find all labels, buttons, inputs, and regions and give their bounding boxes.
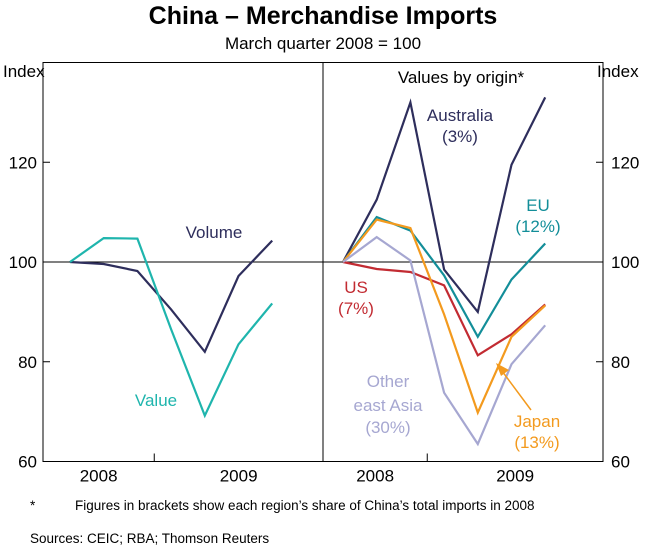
right-x-tick-label-2008: 2008 bbox=[356, 467, 394, 486]
right-y-tick-label: 60 bbox=[611, 453, 630, 472]
label-japan: Japan bbox=[514, 412, 560, 431]
label-japan-share: (13%) bbox=[514, 433, 559, 452]
right-y-tick-label: 80 bbox=[611, 353, 630, 372]
series-line-other-east-asia bbox=[342, 235, 547, 447]
right-y-tick-label: 100 bbox=[611, 253, 639, 272]
japan-pointer-line bbox=[501, 370, 532, 411]
left-y-tick-label: 100 bbox=[9, 253, 37, 272]
left-y-tick-label: 120 bbox=[9, 153, 37, 172]
label-eu: EU bbox=[526, 196, 550, 215]
label-us: US bbox=[344, 278, 368, 297]
japan-pointer-arrowhead bbox=[496, 363, 509, 376]
label-other-east-asia-line1: Other bbox=[367, 372, 410, 391]
series-line-volume bbox=[69, 239, 273, 354]
label-australia-share: (3%) bbox=[442, 127, 478, 146]
label-other-east-asia-line2: east Asia bbox=[354, 396, 424, 415]
left-x-tick-label-2008: 2008 bbox=[80, 467, 118, 486]
left-y-tick-label: 80 bbox=[18, 353, 37, 372]
label-other-east-asia-share: (30%) bbox=[365, 418, 410, 437]
left-axis-unit: Index bbox=[3, 62, 45, 81]
right-x-tick-label-2009: 2009 bbox=[496, 467, 534, 486]
left-y-tick-label: 60 bbox=[18, 453, 37, 472]
series-line-japan bbox=[342, 218, 546, 416]
label-us-share: (7%) bbox=[338, 299, 374, 318]
chart-title: China – Merchandise Imports bbox=[148, 2, 498, 30]
label-australia: Australia bbox=[427, 106, 494, 125]
right-axis-unit: Index bbox=[597, 62, 639, 81]
label-value: Value bbox=[135, 391, 177, 410]
right-y-tick-label: 120 bbox=[611, 153, 639, 172]
label-volume: Volume bbox=[186, 223, 243, 242]
chart-subtitle: March quarter 2008 = 100 bbox=[224, 34, 422, 53]
series-line-eu bbox=[342, 215, 547, 340]
footnote-marker: * bbox=[30, 498, 36, 513]
series-line-australia bbox=[342, 96, 547, 315]
left-x-tick-label-2009: 2009 bbox=[220, 467, 258, 486]
series-line-us bbox=[342, 260, 546, 357]
sources: Sources: CEIC; RBA; Thomson Reuters bbox=[30, 531, 270, 546]
label-eu-share: (12%) bbox=[515, 217, 560, 236]
right-panel-title: Values by origin* bbox=[398, 68, 525, 87]
series-line-value bbox=[69, 236, 274, 419]
footnote-text: Figures in brackets show each region’s s… bbox=[75, 498, 535, 513]
